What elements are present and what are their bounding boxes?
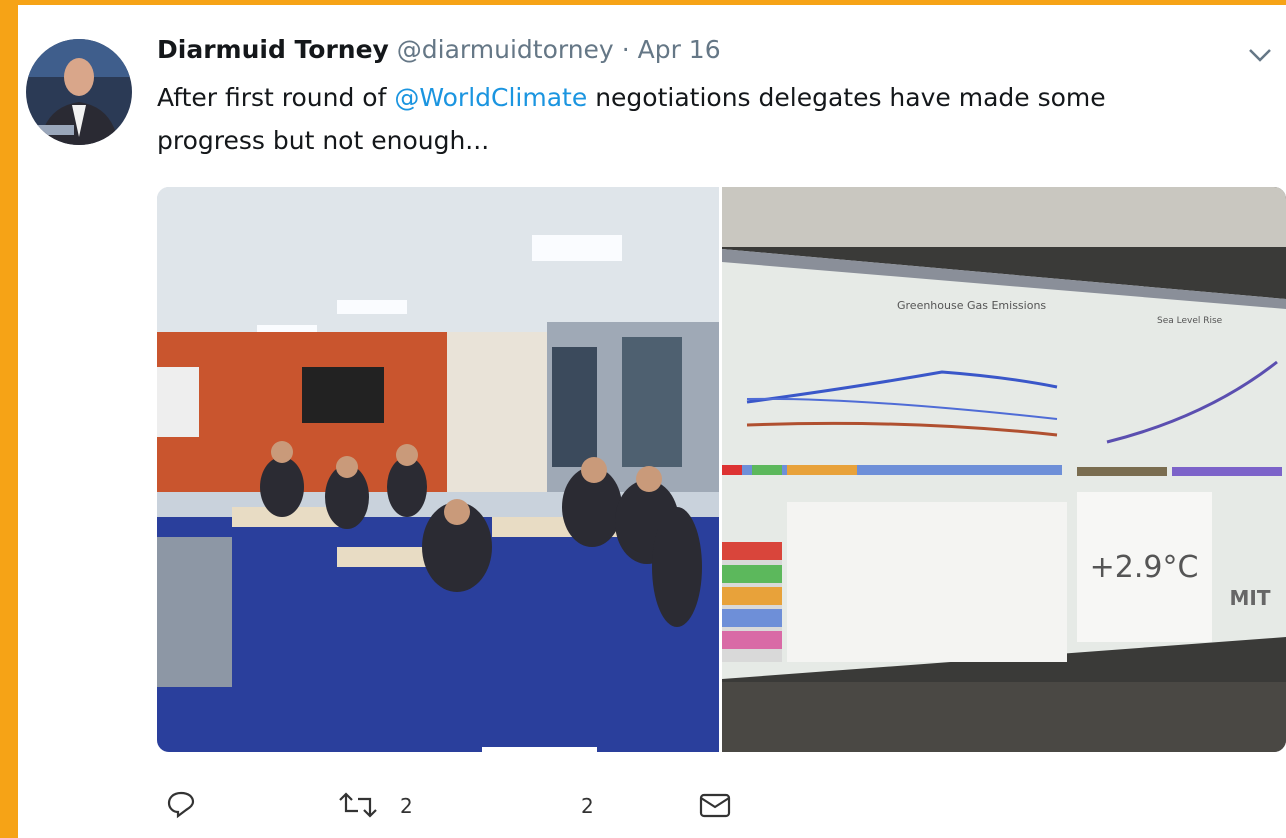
screen-logo: MIT [1230, 586, 1271, 610]
separator: · [622, 35, 630, 64]
text: negotiations delegates have made some [595, 83, 1105, 112]
text: After first round of [157, 83, 386, 112]
tweet-text-line: After first round of @WorldClimate negot… [157, 83, 1106, 112]
mention[interactable]: @WorldClimate [394, 83, 587, 112]
classroom-photo[interactable] [157, 187, 719, 752]
page: Diarmuid Torney @diarmuidtorney · Apr 16… [0, 0, 1286, 838]
screen-temperature: +2.9°C [1090, 550, 1199, 585]
message-button[interactable] [698, 791, 732, 819]
tweet-text-line: progress but not enough... [157, 126, 489, 155]
tweet-card: Diarmuid Torney @diarmuidtorney · Apr 16… [18, 5, 1286, 838]
reply-button[interactable] [166, 789, 196, 819]
caret-menu[interactable] [1246, 45, 1274, 65]
retweet-count: 2 [400, 794, 413, 818]
screen-photo[interactable]: Greenhouse Gas Emissions Sea Level Rise [722, 187, 1286, 752]
screen-chart-title: Greenhouse Gas Emissions [897, 299, 1046, 312]
screen-chart-title: Sea Level Rise [1157, 316, 1223, 326]
text: progress but not enough... [157, 126, 489, 155]
retweet-button[interactable] [336, 791, 380, 819]
handle[interactable]: @diarmuidtorney [397, 35, 614, 64]
date[interactable]: Apr 16 [638, 35, 721, 64]
media[interactable]: Greenhouse Gas Emissions Sea Level Rise [157, 187, 1286, 752]
like-count: 2 [581, 794, 594, 818]
avatar[interactable] [24, 37, 134, 147]
tweet-header: Diarmuid Torney @diarmuidtorney · Apr 16 [157, 35, 721, 64]
author-name[interactable]: Diarmuid Torney [157, 35, 389, 64]
